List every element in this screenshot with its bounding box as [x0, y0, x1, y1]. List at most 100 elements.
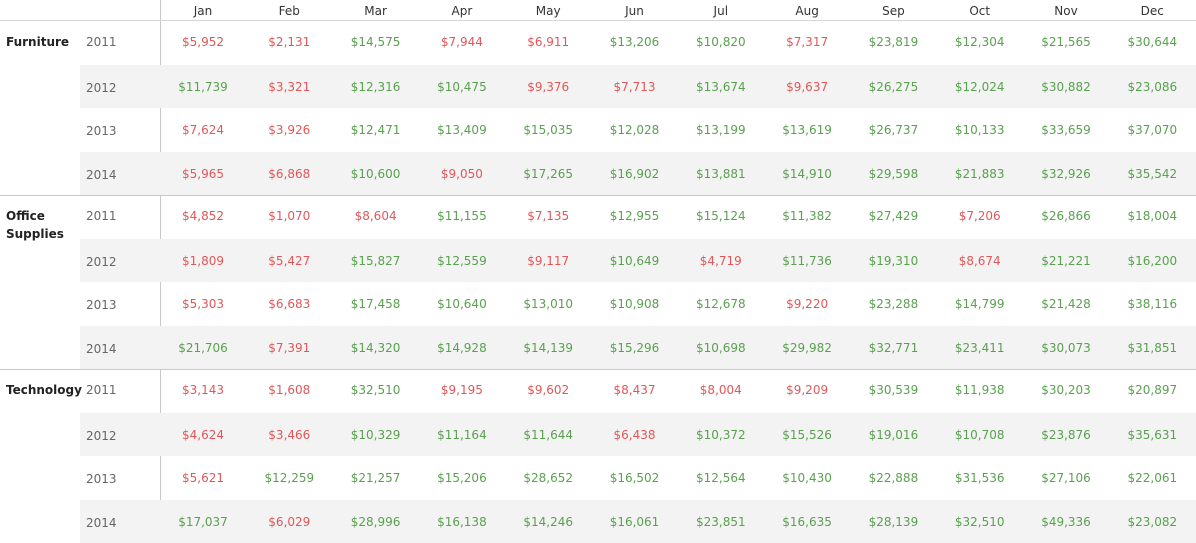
- value-cell: $19,310: [868, 253, 919, 268]
- value-cell: $17,265: [523, 166, 573, 181]
- value-cell: $21,257: [350, 471, 401, 485]
- value-cell: $4,624: [182, 427, 224, 442]
- column-header-oct: Oct: [969, 4, 991, 18]
- year-label: 2014: [86, 167, 117, 182]
- value-cell: $8,004: [699, 383, 742, 397]
- column-header-mar: Mar: [364, 4, 387, 18]
- value-cell: $9,602: [527, 383, 570, 397]
- value-cell: $14,799: [954, 297, 1005, 311]
- value-cell: $13,881: [695, 166, 746, 181]
- value-cell: $21,221: [1041, 253, 1091, 268]
- value-cell: $4,852: [182, 209, 224, 223]
- category-divider: [0, 368, 1196, 370]
- value-cell: $21,706: [178, 340, 228, 355]
- year-label: 2012: [86, 80, 117, 95]
- value-cell: $14,575: [350, 35, 401, 49]
- value-cell: $12,564: [695, 471, 746, 485]
- value-cell: $16,138: [437, 514, 487, 529]
- value-cell: $6,868: [268, 166, 311, 181]
- value-cell: $9,195: [440, 383, 483, 397]
- column-header-apr: Apr: [451, 4, 473, 18]
- row-band: [80, 64, 1196, 108]
- value-cell: $21,565: [1041, 35, 1091, 49]
- value-cell: $7,391: [268, 340, 311, 355]
- column-header-nov: Nov: [1054, 4, 1078, 18]
- value-cell: $14,320: [350, 340, 401, 355]
- year-label: 2012: [86, 428, 117, 443]
- value-cell: $1,070: [268, 209, 311, 223]
- value-cell: $9,117: [527, 253, 570, 268]
- value-cell: $13,409: [437, 123, 487, 137]
- column-header-aug: Aug: [795, 4, 819, 18]
- value-cell: $32,510: [350, 383, 401, 397]
- value-cell: $17,458: [350, 297, 401, 311]
- value-cell: $11,155: [437, 209, 487, 223]
- value-cell: $13,206: [609, 35, 660, 49]
- value-cell: $28,652: [523, 471, 573, 485]
- value-cell: $21,428: [1041, 297, 1091, 311]
- row-band: [80, 412, 1196, 456]
- value-cell: $10,372: [695, 427, 746, 442]
- value-cell: $13,674: [695, 79, 746, 94]
- value-cell: $31,536: [954, 471, 1005, 485]
- value-cell: $38,116: [1127, 297, 1178, 311]
- value-cell: $7,944: [440, 35, 483, 49]
- value-cell: $18,004: [1127, 209, 1178, 223]
- column-header-dec: Dec: [1140, 4, 1164, 18]
- value-cell: $11,164: [437, 427, 487, 442]
- column-header-sep: Sep: [882, 4, 905, 18]
- value-cell: $10,649: [609, 253, 660, 268]
- value-cell: $12,316: [350, 79, 401, 94]
- value-cell: $16,902: [609, 166, 660, 181]
- value-cell: $13,199: [695, 123, 746, 137]
- row-band: [80, 325, 1196, 369]
- value-cell: $10,640: [437, 297, 487, 311]
- value-cell: $11,938: [954, 383, 1005, 397]
- value-cell: $14,246: [523, 514, 573, 529]
- year-label: 2011: [86, 209, 117, 223]
- value-cell: $15,296: [609, 340, 660, 355]
- value-cell: $32,771: [868, 340, 919, 355]
- value-cell: $23,819: [868, 35, 919, 49]
- value-cell: $26,866: [1041, 209, 1091, 223]
- value-cell: $7,206: [958, 209, 1001, 223]
- value-cell: $30,882: [1041, 79, 1091, 94]
- value-cell: $23,288: [868, 297, 919, 311]
- value-cell: $12,678: [695, 297, 746, 311]
- value-cell: $16,502: [609, 471, 660, 485]
- value-cell: $23,411: [954, 340, 1005, 355]
- value-cell: $11,739: [178, 79, 228, 94]
- value-cell: $31,851: [1127, 340, 1178, 355]
- column-header-feb: Feb: [278, 4, 300, 18]
- value-cell: $12,259: [264, 471, 315, 485]
- value-cell: $6,438: [613, 427, 656, 442]
- value-cell: $9,209: [786, 383, 829, 397]
- value-cell: $30,539: [868, 383, 919, 397]
- value-cell: $16,635: [782, 514, 832, 529]
- value-cell: $8,437: [613, 383, 656, 397]
- value-cell: $1,608: [268, 383, 311, 397]
- value-cell: $10,708: [954, 427, 1005, 442]
- year-label: 2013: [86, 124, 117, 138]
- value-cell: $3,143: [182, 383, 224, 397]
- value-cell: $35,542: [1127, 166, 1178, 181]
- value-cell: $11,736: [782, 253, 832, 268]
- value-cell: $12,955: [609, 209, 660, 223]
- value-cell: $3,321: [268, 79, 311, 94]
- value-cell: $35,631: [1127, 427, 1178, 442]
- value-cell: $27,106: [1041, 471, 1091, 485]
- value-cell: $22,888: [868, 471, 919, 485]
- value-cell: $37,070: [1127, 123, 1178, 137]
- value-cell: $49,336: [1041, 514, 1091, 529]
- value-cell: $5,965: [182, 166, 224, 181]
- value-cell: $7,713: [613, 79, 656, 94]
- value-cell: $9,376: [527, 79, 570, 94]
- value-cell: $12,559: [437, 253, 487, 268]
- value-cell: $30,644: [1127, 35, 1178, 49]
- value-cell: $16,200: [1127, 253, 1178, 268]
- value-cell: $12,024: [954, 79, 1005, 94]
- value-cell: $29,982: [782, 340, 832, 355]
- year-label: 2013: [86, 472, 117, 486]
- value-cell: $6,029: [268, 514, 311, 529]
